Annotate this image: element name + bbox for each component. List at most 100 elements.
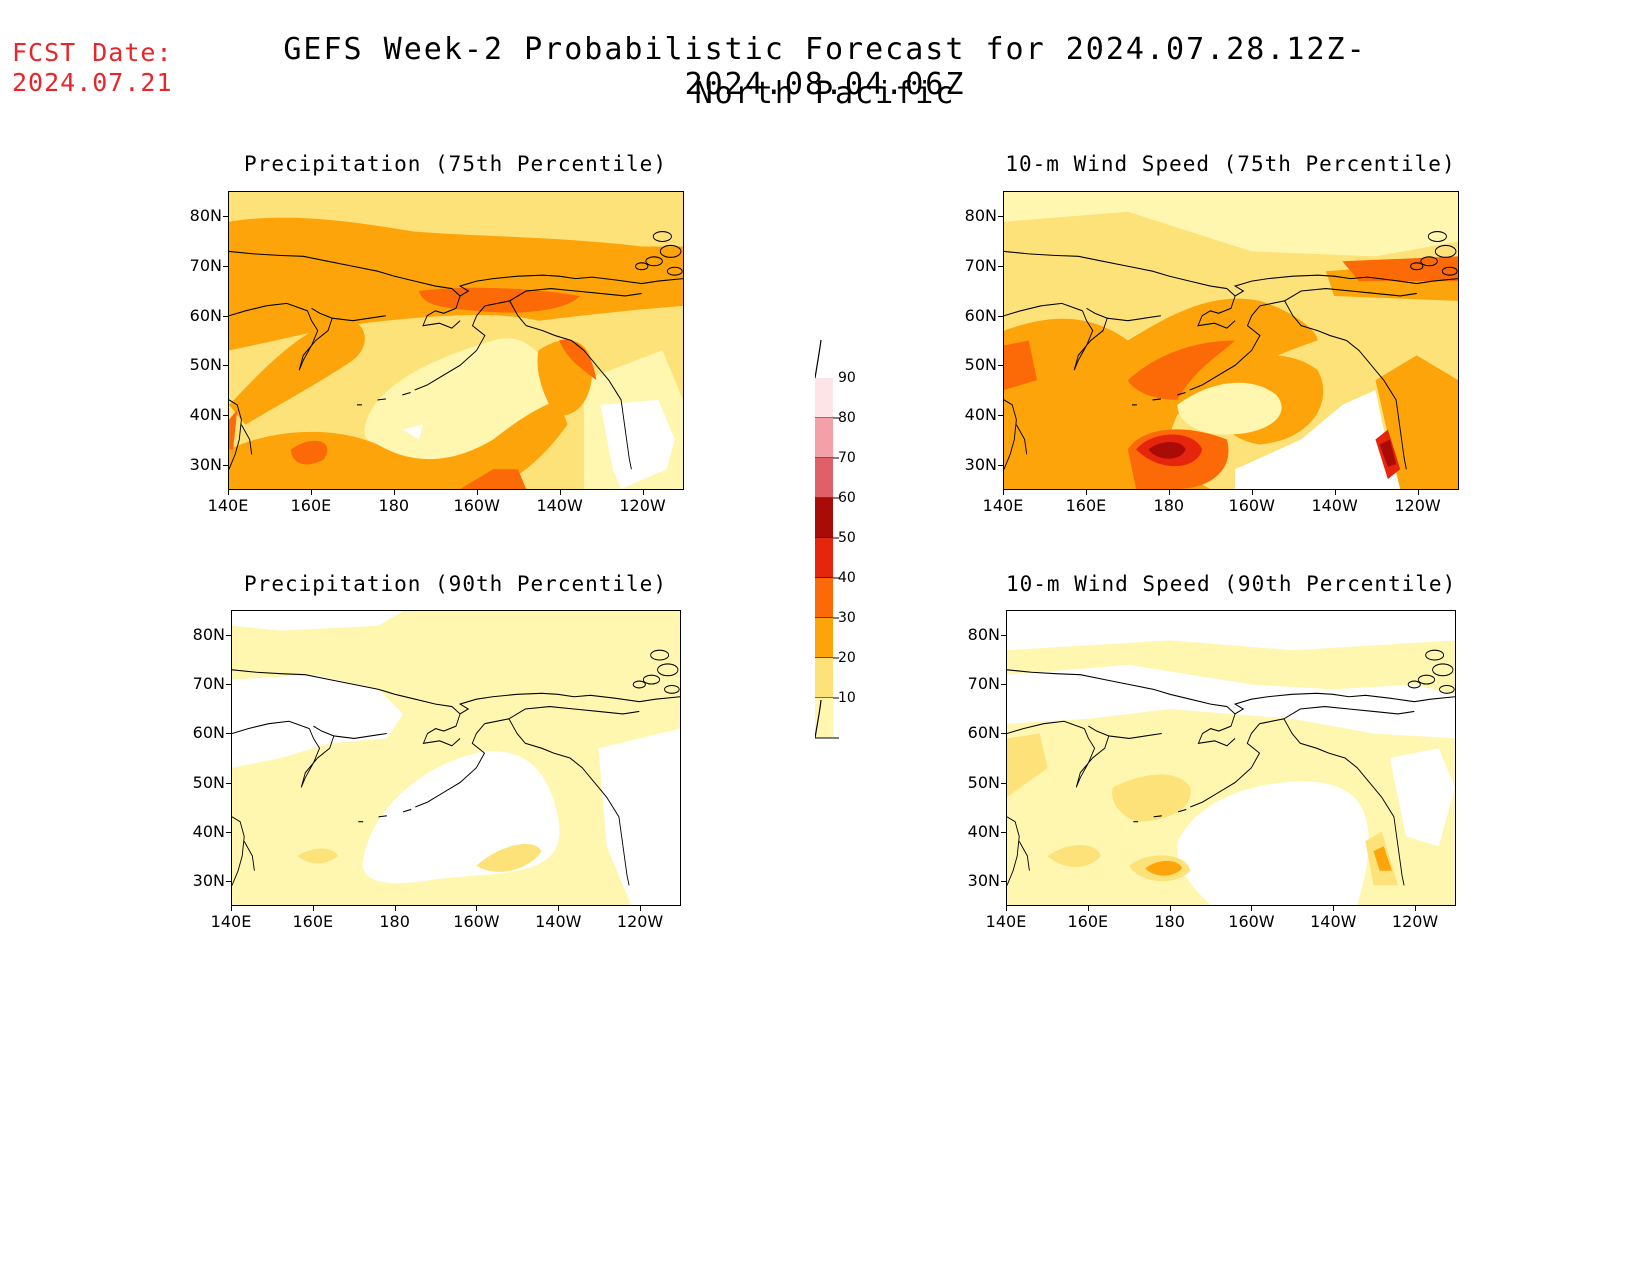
colorbar-top-tip [815, 340, 822, 379]
lon-tick [1333, 906, 1335, 911]
lat-tick [1001, 634, 1006, 636]
lat-label: 70N [964, 255, 997, 275]
lon-tick [231, 906, 232, 911]
lat-label: 60N [964, 305, 997, 325]
lat-tick [226, 634, 231, 636]
coast-segment [1259, 300, 1391, 391]
lat-tick [1001, 733, 1006, 735]
island [1439, 684, 1455, 694]
lat-label: 80N [189, 205, 222, 225]
colorbar-swatch-30 [815, 618, 833, 658]
coast-segment [1007, 669, 1455, 715]
colorbar-swatch-90 [815, 378, 833, 418]
lon-label: 180 [379, 912, 410, 931]
island [642, 674, 661, 685]
colorbar-label: 60 [838, 490, 856, 506]
coast-segment [1016, 424, 1028, 455]
lat-label: 60N [189, 305, 222, 325]
fcst-date-value: 2024.07.21 [12, 68, 173, 97]
coast-segment [422, 295, 461, 329]
lat-label: 30N [964, 455, 997, 475]
lon-label: 140W [535, 912, 582, 931]
map-canvas [232, 611, 680, 905]
coast-segment [1153, 815, 1162, 818]
coast-segment [484, 718, 614, 808]
field-40 [1127, 340, 1236, 400]
island [659, 244, 682, 258]
coast-segment [229, 399, 242, 470]
lat-label: 60N [967, 723, 1000, 743]
field-30 [229, 399, 568, 489]
colorbar-label: 70 [838, 450, 856, 466]
island [635, 262, 649, 271]
coast-segment [229, 250, 683, 297]
lat-label: 70N [967, 674, 1000, 693]
lon-label: 160E [1065, 496, 1107, 515]
lat-tick [1001, 782, 1006, 784]
map-precip90 [231, 610, 681, 906]
coast-segment [1152, 398, 1161, 401]
page-subtitle: North Pacific [694, 76, 956, 111]
lon-tick [1251, 906, 1253, 911]
lon-label: 180 [1154, 912, 1185, 931]
lon-label: 160E [290, 496, 332, 515]
lon-tick [1006, 906, 1007, 911]
panel-title-wind90: 10-m Wind Speed (90th Percentile) [1006, 572, 1457, 596]
field-20 [476, 844, 542, 872]
lon-tick [393, 490, 395, 495]
lat-tick [998, 315, 1003, 317]
panel-title-precip90: Precipitation (90th Percentile) [244, 572, 667, 596]
coast-segment [402, 808, 412, 813]
lat-label: 50N [964, 355, 997, 375]
coast-segment [509, 287, 642, 302]
colorbar-swatch-40 [815, 578, 833, 618]
coast-segment [422, 713, 461, 747]
lon-tick [640, 906, 642, 911]
lon-label: 120W [619, 496, 666, 515]
coastline [232, 649, 680, 886]
field-40 [559, 339, 597, 381]
lat-label: 50N [189, 355, 222, 375]
lat-tick [223, 415, 228, 417]
lat-tick [998, 415, 1003, 417]
map-wind90 [1006, 610, 1456, 906]
page-title: GEFS Week-2 Probabilistic Forecast for 2… [283, 32, 1367, 102]
lon-label: 140W [1311, 496, 1358, 515]
field-0 [598, 728, 680, 905]
field-40 [1342, 256, 1458, 282]
island [657, 663, 679, 677]
lat-tick [223, 265, 228, 267]
lon-label: 140E [207, 496, 249, 515]
coast-segment [332, 315, 386, 322]
coast-segment [508, 706, 640, 720]
coast-segment [1073, 307, 1108, 371]
lon-label: 120W [1391, 912, 1439, 931]
field-40 [1004, 340, 1038, 390]
island [664, 684, 680, 694]
lon-tick [1415, 906, 1417, 911]
coast-segment [1004, 399, 1017, 470]
lon-tick [476, 906, 478, 911]
field-40 [229, 409, 238, 450]
colorbar-swatch-50 [815, 538, 833, 578]
lat-tick [223, 215, 228, 217]
lon-label: 140E [985, 912, 1027, 931]
lat-label: 60N [192, 723, 225, 743]
lat-tick [226, 881, 231, 883]
coast-segment [378, 815, 387, 818]
lon-label: 160W [453, 912, 500, 931]
colorbar [815, 340, 839, 739]
lon-tick [1417, 490, 1419, 495]
panel-title-precip75: Precipitation (75th Percentile) [244, 152, 667, 176]
field-0 [1235, 390, 1401, 489]
lon-label: 180 [1153, 496, 1185, 515]
coast-segment [232, 669, 680, 715]
colorbar-label: 30 [838, 610, 856, 626]
coast-segment [229, 302, 308, 317]
island [1425, 649, 1445, 661]
field-30 [1375, 355, 1458, 489]
island [1407, 680, 1421, 689]
island [645, 256, 663, 267]
colorbar-label: 40 [838, 570, 856, 586]
lat-label: 30N [192, 871, 225, 891]
